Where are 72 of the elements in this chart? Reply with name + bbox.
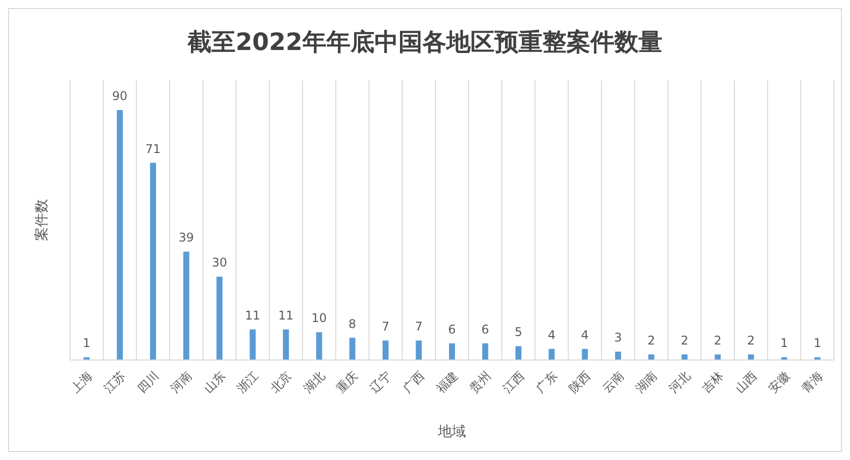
x-tick-label: 贵州 <box>466 368 494 396</box>
x-tick-label: 青海 <box>798 368 826 396</box>
x-tick-label: 四川 <box>134 368 162 396</box>
data-label: 5 <box>514 325 522 340</box>
data-label: 4 <box>581 328 589 342</box>
bar <box>748 354 754 360</box>
bar <box>382 340 389 360</box>
bar <box>282 329 289 360</box>
y-axis-title: 案件数 <box>33 199 50 241</box>
bar <box>84 357 90 360</box>
x-tick-label: 广东 <box>533 368 560 396</box>
data-label: 11 <box>245 308 260 322</box>
x-tick-label: 山东 <box>201 368 228 396</box>
data-label: 1 <box>780 336 788 350</box>
data-label: 7 <box>414 320 423 334</box>
x-tick-label: 吉林 <box>699 368 726 396</box>
data-label: 2 <box>714 333 722 348</box>
bar <box>250 329 256 360</box>
data-label: 1 <box>82 336 90 350</box>
data-label: 8 <box>348 316 356 331</box>
x-tick-label: 重庆 <box>334 368 361 396</box>
x-tick-label: 广西 <box>400 368 428 396</box>
x-tick-label: 北京 <box>267 368 294 396</box>
x-tick-label: 浙江 <box>234 368 262 396</box>
bar <box>116 110 123 360</box>
data-label: 2 <box>647 333 656 348</box>
data-label: 7 <box>382 320 390 334</box>
bar <box>449 343 455 360</box>
x-tick-label: 云南 <box>600 368 627 396</box>
x-tick-label: 陕西 <box>566 368 594 396</box>
bar <box>515 346 522 360</box>
x-tick-label: 湖北 <box>300 368 328 396</box>
data-label: 11 <box>278 308 294 322</box>
data-label: 6 <box>448 322 456 336</box>
bar <box>582 348 588 360</box>
x-tick-label: 上海 <box>68 368 96 396</box>
data-label: 2 <box>680 333 688 348</box>
data-label: 2 <box>747 333 755 348</box>
data-label: 1 <box>814 336 822 350</box>
bar <box>714 354 721 360</box>
x-axis-title: 地域 <box>437 424 466 440</box>
chart-title: 截至2022年年底中国各地区预重整案件数量 <box>186 28 662 56</box>
x-tick-label: 湖南 <box>632 368 660 396</box>
data-label: 30 <box>212 256 228 270</box>
data-label: 90 <box>112 89 128 103</box>
x-tick-label: 福建 <box>434 368 460 396</box>
data-label: 6 <box>481 322 490 336</box>
bar <box>183 252 190 360</box>
bar <box>416 340 422 360</box>
x-tick-label: 山西 <box>732 368 760 396</box>
data-label: 39 <box>178 230 194 245</box>
bar <box>150 162 156 360</box>
bar <box>548 348 555 360</box>
x-tick-label: 江西 <box>500 368 527 396</box>
bar <box>814 357 820 360</box>
data-label: 4 <box>548 328 556 342</box>
x-tick-label: 江苏 <box>101 368 128 396</box>
bar <box>482 343 488 360</box>
bar <box>216 276 222 360</box>
bar <box>682 354 688 360</box>
data-label: 3 <box>614 330 622 345</box>
bar <box>615 352 622 360</box>
x-tick-label: 安徽 <box>766 368 793 396</box>
bar <box>781 357 788 360</box>
bar <box>648 354 654 360</box>
x-tick-label: 河南 <box>168 368 195 396</box>
bar <box>316 332 322 360</box>
data-label: 10 <box>311 311 327 326</box>
x-tick-label: 河北 <box>666 368 693 396</box>
bar <box>349 338 356 360</box>
x-tick-label: 辽宁 <box>367 368 394 396</box>
data-label: 71 <box>145 142 161 156</box>
